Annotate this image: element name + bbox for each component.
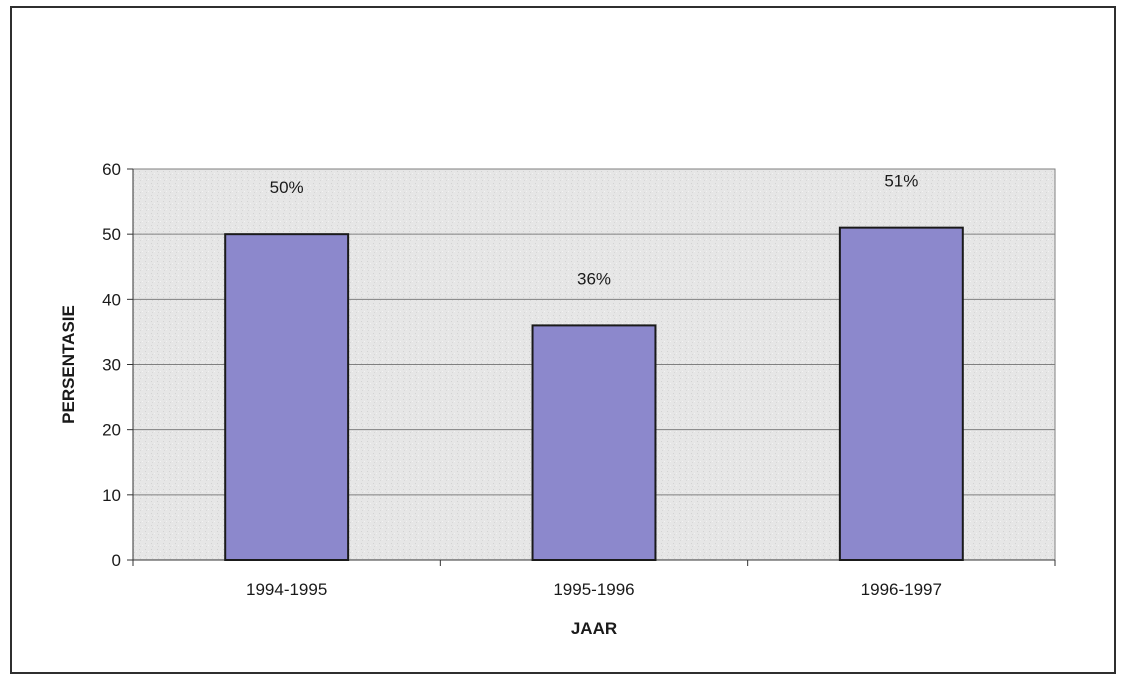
data-label: 50% xyxy=(270,178,304,197)
x-tick-label: 1994-1995 xyxy=(246,580,327,599)
x-tick-label: 1995-1996 xyxy=(553,580,634,599)
chart-frame: 0 10 20 30 40 50 60 1994-1995 50% 1995-1996 36% 199… xyxy=(10,6,1116,674)
y-tick-label: 50 xyxy=(102,225,121,244)
bar xyxy=(838,226,964,561)
y-axis-title: PERSENTASIE xyxy=(59,305,78,424)
bar xyxy=(224,233,350,562)
bar-chart: 0 10 20 30 40 50 60 1994-1995 50% 1995-1996 36% 199… xyxy=(59,160,1056,638)
y-tick-label: 20 xyxy=(102,421,121,440)
y-tick-label: 40 xyxy=(102,290,121,309)
y-tick-label: 10 xyxy=(102,486,121,505)
x-axis-title: JAAR xyxy=(571,619,617,638)
y-tick-label: 30 xyxy=(102,356,121,375)
y-tick-label: 60 xyxy=(102,160,121,179)
x-tick-label: 1996-1997 xyxy=(861,580,942,599)
y-tick-label: 0 xyxy=(112,551,121,570)
data-label: 36% xyxy=(577,269,611,288)
bar xyxy=(531,324,657,561)
data-label: 51% xyxy=(884,172,918,191)
